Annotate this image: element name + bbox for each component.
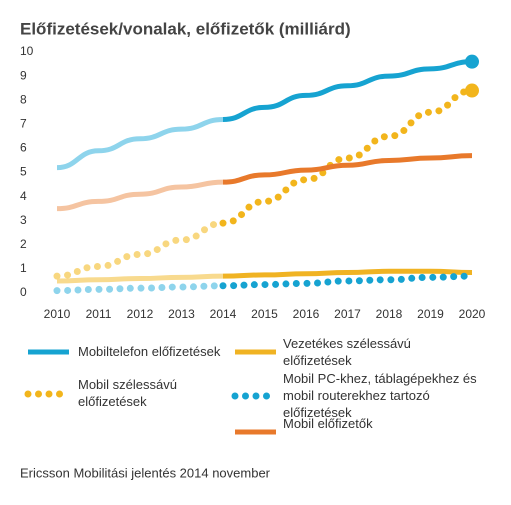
y-tick-label: 6 xyxy=(20,141,27,155)
x-tick-label: 2013 xyxy=(168,307,195,321)
x-tick-label: 2014 xyxy=(210,307,237,321)
x-tick-label: 2016 xyxy=(293,307,320,321)
series-line xyxy=(222,153,473,185)
x-tick-label: 2020 xyxy=(459,307,486,321)
legend-label: Mobil szélessávú előfizetések xyxy=(78,377,177,409)
series-line xyxy=(222,59,473,122)
end-marker xyxy=(465,83,479,98)
x-tick-label: 2011 xyxy=(86,307,112,321)
series-line xyxy=(222,268,473,279)
legend-label: Mobil PC-khez, táblagépekhez és mobil ro… xyxy=(283,371,477,420)
y-tick-label: 0 xyxy=(20,285,27,299)
y-tick-label: 4 xyxy=(20,189,27,203)
y-tick-label: 9 xyxy=(20,68,27,82)
series-line xyxy=(219,272,476,290)
legend-label: Mobil előfizetők xyxy=(283,416,373,431)
end-marker xyxy=(465,54,479,69)
x-tick-label: 2012 xyxy=(127,307,154,321)
y-tick-label: 2 xyxy=(20,237,27,251)
x-tick-label: 2017 xyxy=(334,307,361,321)
series-line xyxy=(56,116,224,171)
series-line xyxy=(56,179,224,212)
x-tick-label: 2015 xyxy=(251,307,278,321)
y-tick-label: 3 xyxy=(20,213,27,227)
y-tick-label: 7 xyxy=(20,116,27,130)
y-tick-label: 5 xyxy=(20,165,27,179)
series-line xyxy=(56,273,224,284)
chart-title: Előfizetések/vonalak, előfizetők (milliá… xyxy=(20,19,351,38)
x-tick-label: 2019 xyxy=(417,307,444,321)
legend-label: Mobiltelefon előfizetések xyxy=(78,344,221,359)
y-tick-label: 10 xyxy=(20,44,34,58)
legend-label: Vezetékes szélessávú előfizetések xyxy=(283,336,411,368)
series-line xyxy=(219,87,476,227)
y-tick-label: 1 xyxy=(20,261,27,275)
series-line xyxy=(53,219,227,280)
x-tick-label: 2010 xyxy=(44,307,71,321)
source: Ericsson Mobilitási jelentés 2014 novemb… xyxy=(20,465,271,480)
y-tick-label: 8 xyxy=(20,92,27,106)
series-line xyxy=(53,282,227,295)
x-tick-label: 2018 xyxy=(376,307,403,321)
